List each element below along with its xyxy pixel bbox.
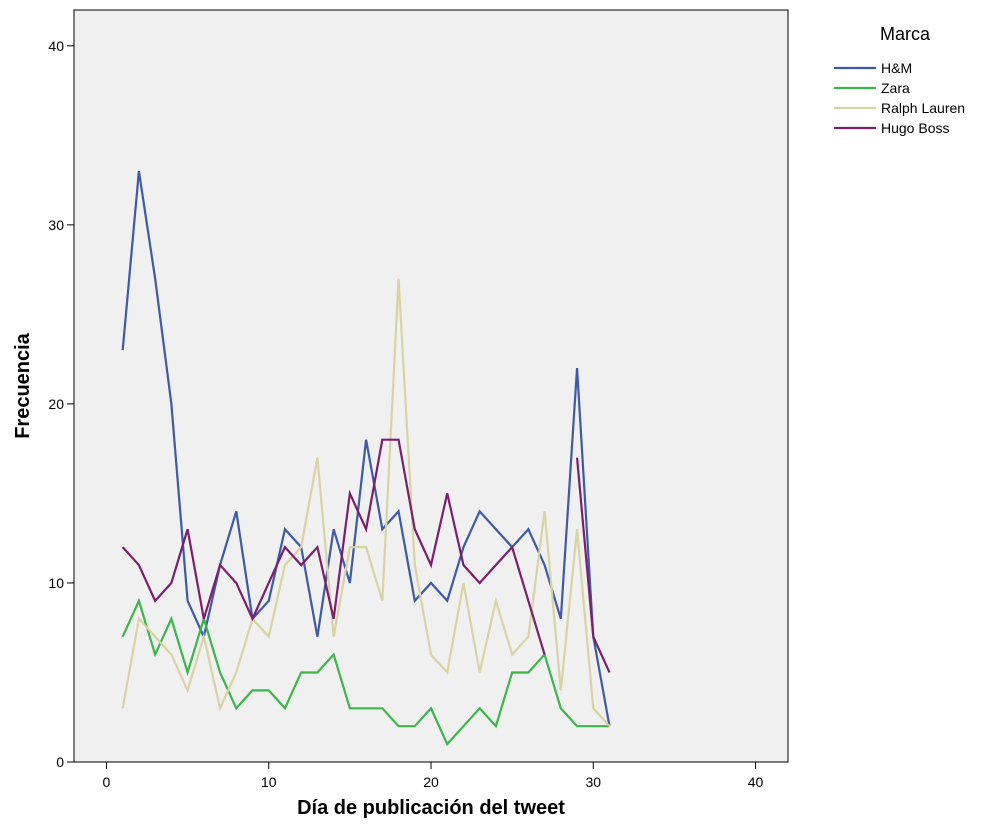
- series-layer: [121, 170, 611, 747]
- plot-area: [73, 9, 789, 763]
- x-tick-label: 20: [423, 774, 439, 790]
- series-line-hugo-boss: [121, 438, 611, 673]
- legend-label: H&M: [881, 60, 912, 76]
- x-tick-label: 10: [261, 774, 277, 790]
- legend-title: Marca: [880, 24, 931, 44]
- axes-layer: 0 10 20 30 40 0 10 20 30 40: [48, 38, 763, 790]
- y-tick-label: 20: [48, 396, 64, 412]
- legend-label: Hugo Boss: [881, 120, 949, 136]
- x-tick-label: 40: [748, 774, 764, 790]
- legend: Marca H&M Zara Ralph Lauren Hugo Boss: [834, 24, 965, 136]
- x-tick-label: 0: [103, 774, 111, 790]
- x-axis-title: Día de publicación del tweet: [297, 797, 565, 819]
- legend-label: Ralph Lauren: [881, 100, 965, 116]
- y-tick-label: 40: [48, 38, 64, 54]
- y-tick-label: 0: [56, 754, 64, 770]
- legend-label: Zara: [881, 80, 910, 96]
- series-line-ralph-lauren: [121, 278, 611, 727]
- y-axis-title: Frecuencia: [12, 332, 34, 438]
- y-tick-label: 10: [48, 575, 64, 591]
- x-tick-label: 30: [585, 774, 601, 790]
- y-tick-label: 30: [48, 217, 64, 233]
